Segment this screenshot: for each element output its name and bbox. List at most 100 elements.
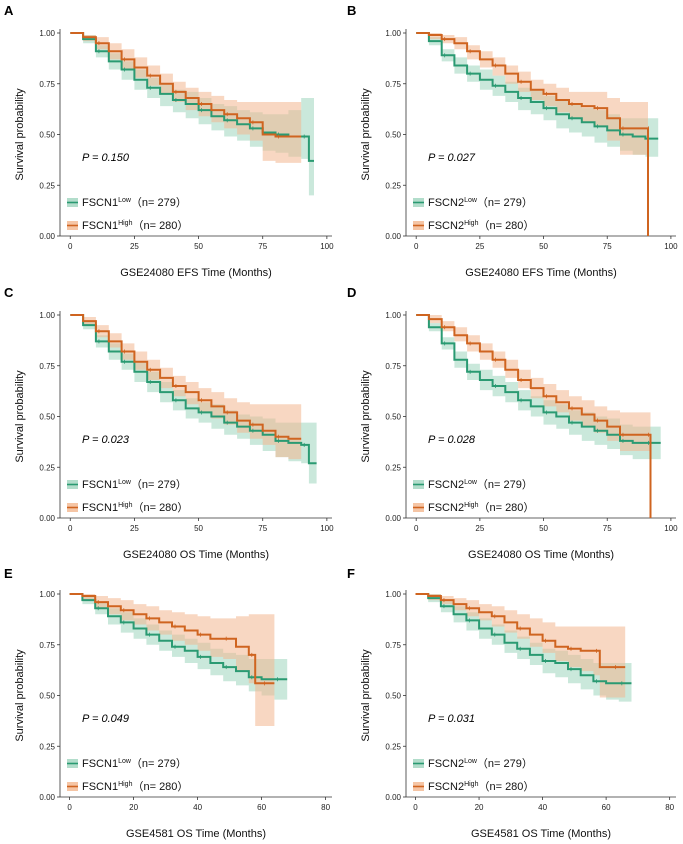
panel-letter: B xyxy=(347,3,356,18)
y-tick-label: 0.75 xyxy=(39,641,55,650)
survival-curve-low xyxy=(415,593,632,685)
x-tick-label: 25 xyxy=(130,242,139,251)
legend-entry-high: FSCN1High（n= 280） xyxy=(82,780,188,793)
x-tick-label: 40 xyxy=(193,803,202,812)
x-tick-label: 60 xyxy=(257,803,266,812)
y-tick-label: 0.25 xyxy=(385,742,401,751)
p-value: P = 0.023 xyxy=(82,434,130,446)
panel-d: D Survival probability GSE24080 OS Time (M… xyxy=(347,285,678,561)
x-tick-label: 60 xyxy=(602,803,611,812)
y-axis-title: Survival probability xyxy=(14,649,26,742)
legend-entry-high: FSCN1High（n= 280） xyxy=(82,219,188,232)
x-tick-label: 100 xyxy=(320,242,334,251)
x-tick-label: 100 xyxy=(664,524,678,533)
y-tick-label: 0.00 xyxy=(385,232,401,241)
panel-letter: E xyxy=(4,566,13,581)
x-tick-label: 25 xyxy=(475,524,484,533)
y-tick-label: 0.50 xyxy=(385,131,401,140)
y-tick-label: 0.00 xyxy=(39,793,55,802)
ci-band-high xyxy=(416,315,651,518)
x-axis-title: GSE24080 EFS Time (Months) xyxy=(465,267,617,279)
panel-letter: A xyxy=(4,3,14,18)
x-tick-label: 100 xyxy=(664,242,678,251)
panel-e: E Survival probability GSE4581 OS Time (Mo… xyxy=(4,566,332,840)
legend-entry-low: FSCN1Low（n= 279） xyxy=(82,757,187,770)
y-tick-label: 0.75 xyxy=(385,362,401,371)
panel-b: B Survival probability GSE24080 EFS Time (… xyxy=(347,3,678,279)
survival-curve-low xyxy=(70,314,317,465)
x-tick-label: 0 xyxy=(68,524,73,533)
p-value: P = 0.028 xyxy=(428,434,476,446)
x-tick-label: 75 xyxy=(603,242,612,251)
panel-letter: F xyxy=(347,566,355,581)
legend-entry-high: FSCN2High（n= 280） xyxy=(428,501,534,514)
p-value: P = 0.150 xyxy=(82,152,130,164)
survival-curve-high xyxy=(69,593,275,685)
legend-entry-low: FSCN2Low（n= 279） xyxy=(428,478,533,491)
x-tick-label: 0 xyxy=(413,803,418,812)
x-tick-label: 20 xyxy=(129,803,138,812)
p-value: P = 0.031 xyxy=(428,713,475,725)
y-tick-label: 0.75 xyxy=(385,641,401,650)
survival-curve-low xyxy=(416,314,661,444)
y-axis-title: Survival probability xyxy=(360,649,372,742)
y-tick-label: 0.50 xyxy=(39,131,55,140)
survival-curve-high xyxy=(415,593,626,669)
p-value: P = 0.027 xyxy=(428,152,476,164)
x-tick-label: 100 xyxy=(320,524,334,533)
x-tick-label: 75 xyxy=(258,242,267,251)
x-tick-label: 50 xyxy=(539,242,548,251)
y-tick-label: 0.50 xyxy=(385,692,401,701)
y-tick-label: 0.50 xyxy=(39,413,55,422)
p-value: P = 0.049 xyxy=(82,713,129,725)
y-tick-label: 0.25 xyxy=(385,181,401,190)
survival-curve-high xyxy=(416,314,652,518)
legend-entry-high: FSCN2High（n= 280） xyxy=(428,219,534,232)
legend-entry-high: FSCN2High（n= 280） xyxy=(428,780,534,793)
y-tick-label: 0.25 xyxy=(39,181,55,190)
legend-entry-low: FSCN2Low（n= 279） xyxy=(428,757,533,770)
y-tick-label: 1.00 xyxy=(39,29,55,38)
x-axis-title: GSE4581 OS Time (Months) xyxy=(471,828,611,840)
panel-letter: D xyxy=(347,285,356,300)
legend-entry-low: FSCN1Low（n= 279） xyxy=(82,196,187,209)
y-tick-label: 0.00 xyxy=(39,514,55,523)
y-tick-label: 0.50 xyxy=(39,692,55,701)
ci-band-low xyxy=(70,33,314,196)
y-tick-label: 0.75 xyxy=(39,362,55,371)
survival-curve-high xyxy=(70,314,302,440)
panel-c: C Survival probability GSE24080 OS Time (M… xyxy=(4,285,334,561)
survival-curve-high xyxy=(70,32,302,138)
x-tick-label: 40 xyxy=(538,803,547,812)
y-tick-label: 1.00 xyxy=(385,590,401,599)
y-tick-label: 0.75 xyxy=(385,80,401,89)
x-tick-label: 0 xyxy=(414,524,419,533)
y-tick-label: 0.00 xyxy=(385,514,401,523)
x-tick-label: 0 xyxy=(68,242,73,251)
x-axis-title: GSE4581 OS Time (Months) xyxy=(126,828,266,840)
x-tick-label: 50 xyxy=(194,242,203,251)
y-tick-label: 0.00 xyxy=(39,232,55,241)
legend-entry-low: FSCN1Low（n= 279） xyxy=(82,478,187,491)
x-tick-label: 0 xyxy=(67,803,72,812)
x-tick-label: 80 xyxy=(321,803,330,812)
x-tick-label: 80 xyxy=(665,803,674,812)
survival-curve-low xyxy=(69,593,288,681)
panel-f: F Survival probability GSE4581 OS Time (Mo… xyxy=(347,566,676,840)
survival-curve-low xyxy=(416,32,659,140)
x-axis-title: GSE24080 OS Time (Months) xyxy=(123,549,269,561)
panel-letter: C xyxy=(4,285,14,300)
y-tick-label: 0.25 xyxy=(39,742,55,751)
legend-entry-low: FSCN2Low（n= 279） xyxy=(428,196,533,209)
x-tick-label: 75 xyxy=(258,524,267,533)
panel-a: A Survival probability GSE24080 EFS Time (… xyxy=(4,3,334,279)
y-tick-label: 0.00 xyxy=(385,793,401,802)
y-tick-label: 0.25 xyxy=(385,463,401,472)
y-tick-label: 1.00 xyxy=(385,311,401,320)
x-tick-label: 20 xyxy=(475,803,484,812)
x-tick-label: 0 xyxy=(414,242,419,251)
x-tick-label: 50 xyxy=(539,524,548,533)
y-axis-title: Survival probability xyxy=(360,370,372,463)
y-axis-title: Survival probability xyxy=(14,370,26,463)
